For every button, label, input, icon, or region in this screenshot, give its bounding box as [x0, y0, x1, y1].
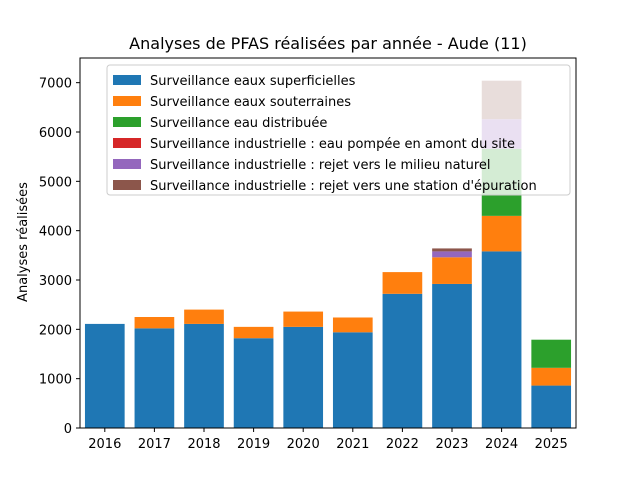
legend-swatch	[113, 138, 141, 148]
bar-2024-series-1	[481, 215, 522, 252]
x-tick-label: 2017	[138, 437, 171, 452]
plot-frame	[79, 57, 577, 429]
x-tick-label: 2021	[336, 437, 369, 452]
legend-label: Surveillance industrielle : rejet vers u…	[150, 179, 537, 194]
x-tick-label: 2016	[88, 437, 121, 452]
y-tick-label: 2000	[39, 323, 72, 338]
bar-2019-series-0	[233, 338, 274, 428]
legend-label: Surveillance industrielle : rejet vers l…	[150, 158, 491, 173]
bar-2023-series-0	[432, 283, 472, 428]
x-tick-label: 2019	[237, 437, 270, 452]
chart-title: Analyses de PFAS réalisées par année - A…	[129, 34, 527, 53]
legend-swatch	[113, 159, 141, 169]
bar-2016-series-0	[84, 323, 125, 428]
bar-2025-series-1	[531, 367, 572, 386]
bar-2020-series-1	[283, 311, 324, 327]
bar-2022-series-1	[382, 272, 423, 294]
legend-swatch	[113, 96, 141, 106]
x-tick-label: 2018	[187, 437, 220, 452]
bar-2018-series-1	[184, 309, 224, 324]
y-tick-label: 3000	[39, 274, 72, 289]
bars-layer	[84, 80, 572, 428]
bar-2021-series-0	[332, 332, 373, 428]
y-tick-label: 7000	[39, 77, 72, 92]
x-tick-label: 2022	[386, 437, 419, 452]
y-tick-label: 1000	[39, 373, 72, 388]
legend-swatch	[113, 180, 141, 190]
bar-2019-series-1	[233, 326, 274, 339]
y-tick-label: 6000	[39, 126, 72, 141]
x-tick-label: 2024	[485, 437, 518, 452]
bar-2021-series-1	[332, 317, 373, 333]
bar-2017-series-1	[134, 317, 175, 329]
bar-2025-series-2	[531, 339, 572, 368]
legend-label: Surveillance eau distribuée	[150, 116, 327, 131]
bar-2018-series-0	[184, 323, 224, 428]
y-tick-label: 4000	[39, 225, 72, 240]
x-tick-label: 2025	[535, 437, 568, 452]
legend-swatch	[113, 75, 141, 85]
y-tick-label: 0	[64, 422, 72, 437]
x-tick-label: 2023	[435, 437, 468, 452]
bar-2017-series-0	[134, 328, 175, 428]
bar-2025-series-0	[531, 385, 572, 428]
x-tick-label: 2020	[287, 437, 320, 452]
bar-2022-series-0	[382, 293, 423, 428]
legend: Surveillance eaux superficielles Surveill…	[106, 64, 571, 196]
bar-2023-series-4	[432, 251, 472, 258]
axes-layer: 0 1000 2000 3000 4000 5000 6000 7000 2016 2017 201…	[39, 57, 577, 452]
y-tick-label: 5000	[39, 175, 72, 190]
legend-swatch	[113, 117, 141, 127]
bar-2020-series-0	[283, 326, 324, 428]
bar-2023-series-1	[432, 257, 472, 284]
bar-2024-series-0	[481, 251, 522, 428]
y-axis-label: Analyses réalisées	[16, 182, 31, 302]
legend-label: Surveillance eaux souterraines	[150, 95, 351, 110]
legend-box	[106, 64, 571, 196]
bar-2023-series-5	[432, 248, 472, 252]
legend-label: Surveillance industrielle : eau pompée e…	[150, 137, 515, 152]
legend-label: Surveillance eaux superficielles	[150, 74, 356, 89]
